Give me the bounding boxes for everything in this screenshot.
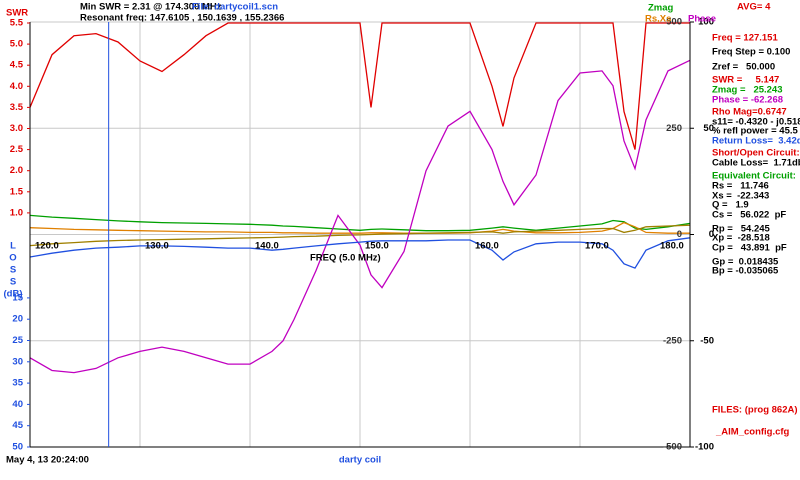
readout: Q = 1.9 — [712, 200, 749, 211]
x-tick-label: 120.0 — [35, 241, 59, 252]
files-label: FILES: (prog 862A) — [712, 405, 798, 416]
x-axis-title: FREQ (5.0 MHz) — [310, 253, 381, 264]
y-tick-label: 2.0 — [10, 165, 23, 176]
min-swr: Min SWR = 2.31 @ 174.300 MHz — [80, 2, 222, 13]
y4-axis-title: (dB) — [4, 289, 23, 300]
legend-entry: Zmag — [648, 3, 674, 14]
plot — [29, 21, 691, 448]
readout: Zref = 50.000 — [712, 62, 775, 73]
readout: Rs = 11.746 — [712, 181, 769, 192]
x-tick-label: 160.0 — [475, 241, 499, 252]
y-tick-label: 1.5 — [10, 186, 24, 197]
y-tick-label: 1.0 — [10, 207, 23, 218]
y-tick-label: 4.0 — [10, 81, 23, 92]
readout: Phase = -62.268 — [712, 95, 783, 106]
y-tick-label: 5.5 — [10, 18, 24, 29]
y4-axis-title: S — [10, 277, 16, 288]
y4-tick-label: 40 — [12, 399, 23, 410]
y4-axis-title: O — [9, 253, 16, 264]
readout: Freq Step = 0.100 — [712, 47, 790, 58]
x-tick-label: 180.0 — [660, 241, 684, 252]
y4-tick-label: 30 — [12, 356, 23, 367]
series-line — [29, 59, 691, 374]
readout: s11= -0.4320 - j0.5182 — [712, 117, 800, 128]
y2-tick-label: 0 — [677, 229, 682, 240]
series-line — [29, 224, 691, 247]
readout: Zmag = 25.243 — [712, 85, 783, 96]
y3-tick-label: -50 — [700, 335, 714, 346]
readout: Equivalent Circuit: — [712, 171, 796, 182]
y-tick-label: 3.5 — [10, 102, 24, 113]
y-tick-label: 2.5 — [10, 144, 24, 155]
swr-axis-title: SWR — [6, 8, 28, 19]
readout: Return Loss= 3.42db — [712, 136, 800, 147]
y-tick-label: 3.0 — [10, 123, 23, 134]
y-tick-label: 4.5 — [10, 60, 24, 71]
y3-tick-label: -100 — [695, 442, 714, 453]
timestamp: May 4, 13 20:24:00 — [6, 455, 89, 466]
y4-tick-label: 25 — [12, 335, 23, 346]
legend-entry: Rs,Xs — [645, 14, 671, 25]
y4-tick-label: 50 — [12, 442, 23, 453]
readout: Rho Mag=0.6747 — [712, 107, 787, 118]
readout: Rp = 54.245 — [712, 224, 771, 235]
y3-tick-label: 100 — [698, 17, 714, 28]
series-line — [29, 22, 690, 150]
series-line — [29, 237, 691, 269]
scan-title: darty coil — [339, 455, 381, 466]
avg: AVG= 4 — [737, 2, 771, 13]
readout: Cp = 43.891 pF — [712, 243, 787, 254]
y4-tick-label: 20 — [12, 314, 23, 325]
file-name: File: dartycoil1.scn — [192, 2, 278, 13]
config-file: _AIM_config.cfg — [715, 427, 790, 438]
x-tick-label: 130.0 — [145, 241, 169, 252]
y2-tick-label: 250 — [666, 123, 682, 134]
y2-tick-label: -500 — [663, 442, 682, 453]
series-line — [29, 221, 690, 234]
series-line — [29, 214, 691, 232]
readout: Short/Open Circuit: — [712, 148, 800, 159]
readout: Xs = -22.343 — [712, 191, 769, 202]
y4-axis-title: S — [10, 265, 16, 276]
y2-tick-label: 500 — [666, 17, 682, 28]
y3-tick-label: 0 — [709, 229, 714, 240]
readout: Freq = 127.151 — [712, 33, 778, 44]
x-tick-label: 150.0 — [365, 241, 389, 252]
resonant-freq: Resonant freq: 147.6105 , 150.1639 , 155… — [80, 13, 284, 24]
y4-tick-label: 35 — [12, 378, 23, 389]
y4-axis-title: L — [10, 241, 16, 252]
y4-tick-label: 45 — [12, 420, 23, 431]
y-tick-label: 5.0 — [10, 39, 23, 50]
y3-tick-label: 50 — [703, 123, 714, 134]
legend-entry: Phase — [688, 14, 716, 25]
readout: Bp = -0.035065 — [712, 266, 779, 277]
x-tick-label: 140.0 — [255, 241, 279, 252]
y2-tick-label: -250 — [663, 335, 682, 346]
readout: % refl power = 45.5 — [712, 126, 799, 137]
readout: Cs = 56.022 pF — [712, 210, 786, 221]
readout: Gp = 0.018435 — [712, 257, 779, 268]
readout: SWR = 5.147 — [712, 75, 779, 86]
readout: Xp = -28.518 — [712, 233, 770, 244]
readout: Cable Loss= 1.71db — [712, 158, 800, 169]
y4-tick-label: 15 — [12, 292, 23, 303]
x-tick-label: 170.0 — [585, 241, 609, 252]
